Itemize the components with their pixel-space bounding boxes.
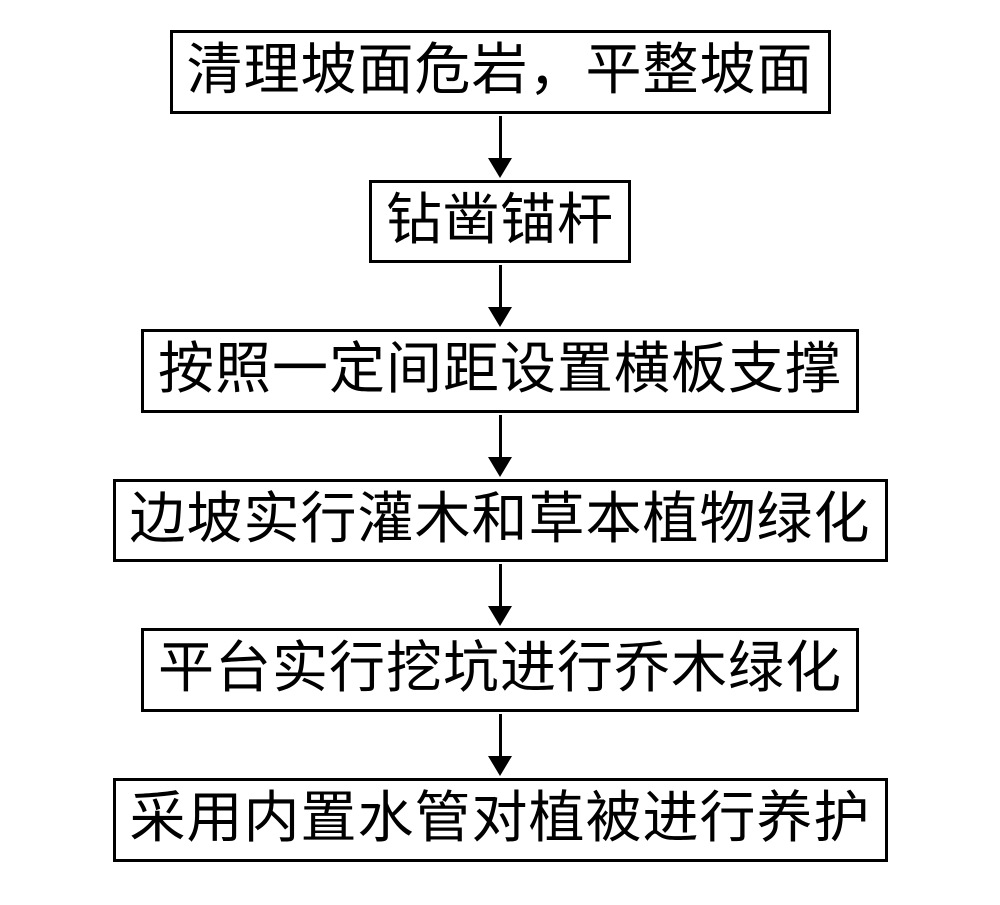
node-label: 边坡实行灌木和草本植物绿化 [130, 490, 871, 552]
arrow-down-icon [488, 116, 512, 178]
arrow-line [499, 564, 502, 606]
arrow-head [488, 307, 512, 327]
node-label: 平台实行挖坑进行乔木绿化 [158, 639, 842, 701]
arrow-head [488, 158, 512, 178]
arrow-head [488, 457, 512, 477]
flowchart-node: 清理坡面危岩，平整坡面 [170, 30, 831, 114]
arrow-line [499, 116, 502, 158]
flowchart-node: 钻凿锚杆 [369, 180, 631, 264]
arrow-down-icon [488, 714, 512, 776]
arrow-line [499, 714, 502, 756]
arrow-down-icon [488, 265, 512, 327]
arrow-head [488, 756, 512, 776]
flowchart-node: 按照一定间距设置横板支撑 [141, 329, 859, 413]
node-label: 按照一定间距设置横板支撑 [158, 340, 842, 402]
arrow-down-icon [488, 564, 512, 626]
arrow-head [488, 606, 512, 626]
arrow-line [499, 265, 502, 307]
arrow-down-icon [488, 415, 512, 477]
node-label: 清理坡面危岩，平整坡面 [187, 41, 814, 103]
flowchart-node: 边坡实行灌木和草本植物绿化 [113, 479, 888, 563]
node-label: 采用内置水管对植被进行养护 [130, 789, 871, 851]
flowchart-container: 清理坡面危岩，平整坡面 钻凿锚杆 按照一定间距设置横板支撑 边坡实行灌木和草本植… [113, 30, 888, 862]
flowchart-node: 平台实行挖坑进行乔木绿化 [141, 628, 859, 712]
arrow-line [499, 415, 502, 457]
node-label: 钻凿锚杆 [386, 191, 614, 253]
flowchart-node: 采用内置水管对植被进行养护 [113, 778, 888, 862]
